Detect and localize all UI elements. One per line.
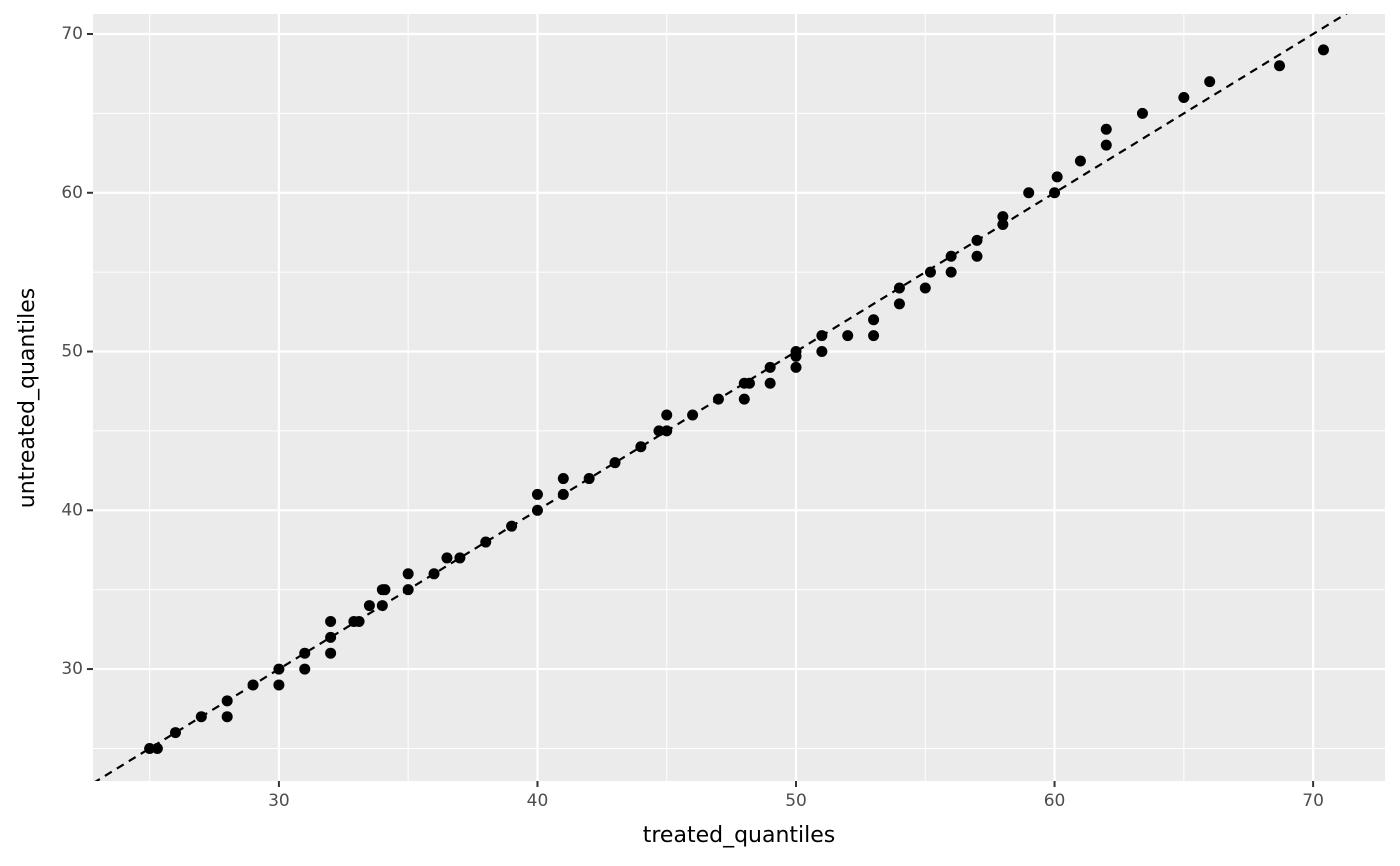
marks [94,14,1348,781]
point [893,298,905,310]
point [687,409,699,421]
point [945,250,957,262]
x-tick-label: 50 [785,791,807,811]
y-tick-label: 30 [61,659,83,679]
point [661,409,673,421]
point [169,727,181,739]
point [924,266,936,278]
y-tick-label: 50 [61,342,83,362]
point [868,314,880,326]
point [325,615,337,627]
point [1178,92,1190,104]
point [363,600,375,612]
point [635,441,647,453]
point [816,330,828,342]
point [531,504,543,516]
point [1317,44,1329,56]
point [273,663,285,675]
y-tick-label: 60 [61,183,83,203]
point [299,647,311,659]
point [790,350,802,362]
point [441,552,453,564]
panel [93,14,1385,781]
grid [93,14,1385,781]
point [997,219,1009,231]
point [1100,123,1112,135]
point [1023,187,1035,199]
point [945,266,957,278]
point [1274,60,1286,72]
point [379,584,391,596]
point [273,679,285,691]
point [764,361,776,373]
point [325,647,337,659]
point [738,393,750,405]
point [1051,171,1063,183]
x-axis-title: treated_quantiles [643,823,836,848]
point [557,473,569,485]
point [247,679,259,691]
point [480,536,492,548]
point [1136,107,1148,119]
point [376,600,388,612]
point [353,615,365,627]
point [325,631,337,643]
point [661,425,673,437]
point [221,711,233,723]
point [1074,155,1086,167]
point [299,663,311,675]
point [1049,187,1061,199]
point [1100,139,1112,151]
y-tick-label: 70 [61,24,83,44]
point [971,234,983,246]
x-tick-label: 60 [1044,791,1066,811]
point [653,425,665,437]
x-tick-label: 30 [268,791,290,811]
point [506,520,518,532]
point [402,568,414,580]
point [609,457,621,469]
point [893,282,905,294]
point [842,330,854,342]
point [583,473,595,485]
point [531,488,543,500]
point [428,568,440,580]
point [919,282,931,294]
point [743,377,755,389]
y-axis-title: untreated_quantiles [15,288,40,508]
point [151,742,163,754]
x-tick-label: 40 [527,791,549,811]
point [712,393,724,405]
point [144,742,156,754]
point [402,584,414,596]
point [454,552,466,564]
point [1204,76,1216,88]
point [221,695,233,707]
point [997,211,1009,223]
point [764,377,776,389]
x-tick-label: 70 [1302,791,1324,811]
point [195,711,207,723]
point [971,250,983,262]
point [790,361,802,373]
point [557,488,569,500]
point [868,330,880,342]
point [816,346,828,358]
y-tick-label: 40 [61,500,83,520]
